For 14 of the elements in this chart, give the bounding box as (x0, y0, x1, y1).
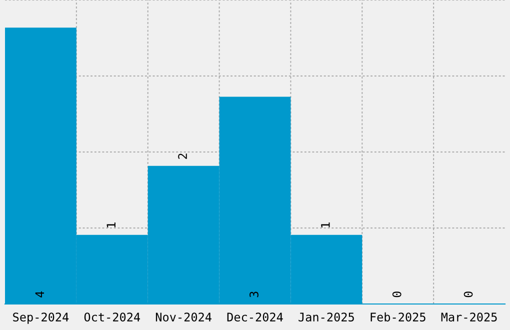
data-label: 2 (178, 154, 187, 159)
x-tick-label: Dec-2024 (227, 312, 283, 322)
x-tick-label: Jan-2025 (298, 312, 354, 322)
x-tick-label: Oct-2024 (84, 312, 140, 322)
x-tick-label: Sep-2024 (13, 312, 69, 324)
data-label: 4 (35, 291, 44, 298)
data-label: 0 (464, 292, 473, 298)
data-label: 3 (250, 292, 258, 298)
x-tick-label: Feb-2025 (370, 312, 426, 322)
data-label: 1 (321, 222, 330, 228)
data-label: 1 (106, 222, 116, 228)
x-tick-label: Mar-2025 (441, 312, 497, 322)
x-tick-label: Nov-2024 (156, 312, 212, 322)
data-label: 0 (392, 292, 402, 298)
